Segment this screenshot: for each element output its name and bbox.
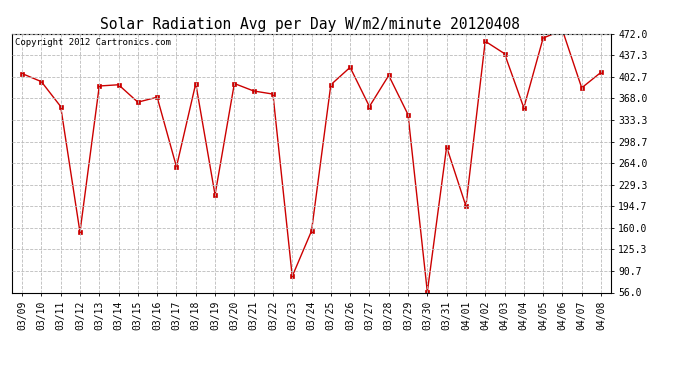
Text: Solar Radiation Avg per Day W/m2/minute 20120408: Solar Radiation Avg per Day W/m2/minute … bbox=[101, 17, 520, 32]
Text: Copyright 2012 Cartronics.com: Copyright 2012 Cartronics.com bbox=[15, 38, 171, 46]
